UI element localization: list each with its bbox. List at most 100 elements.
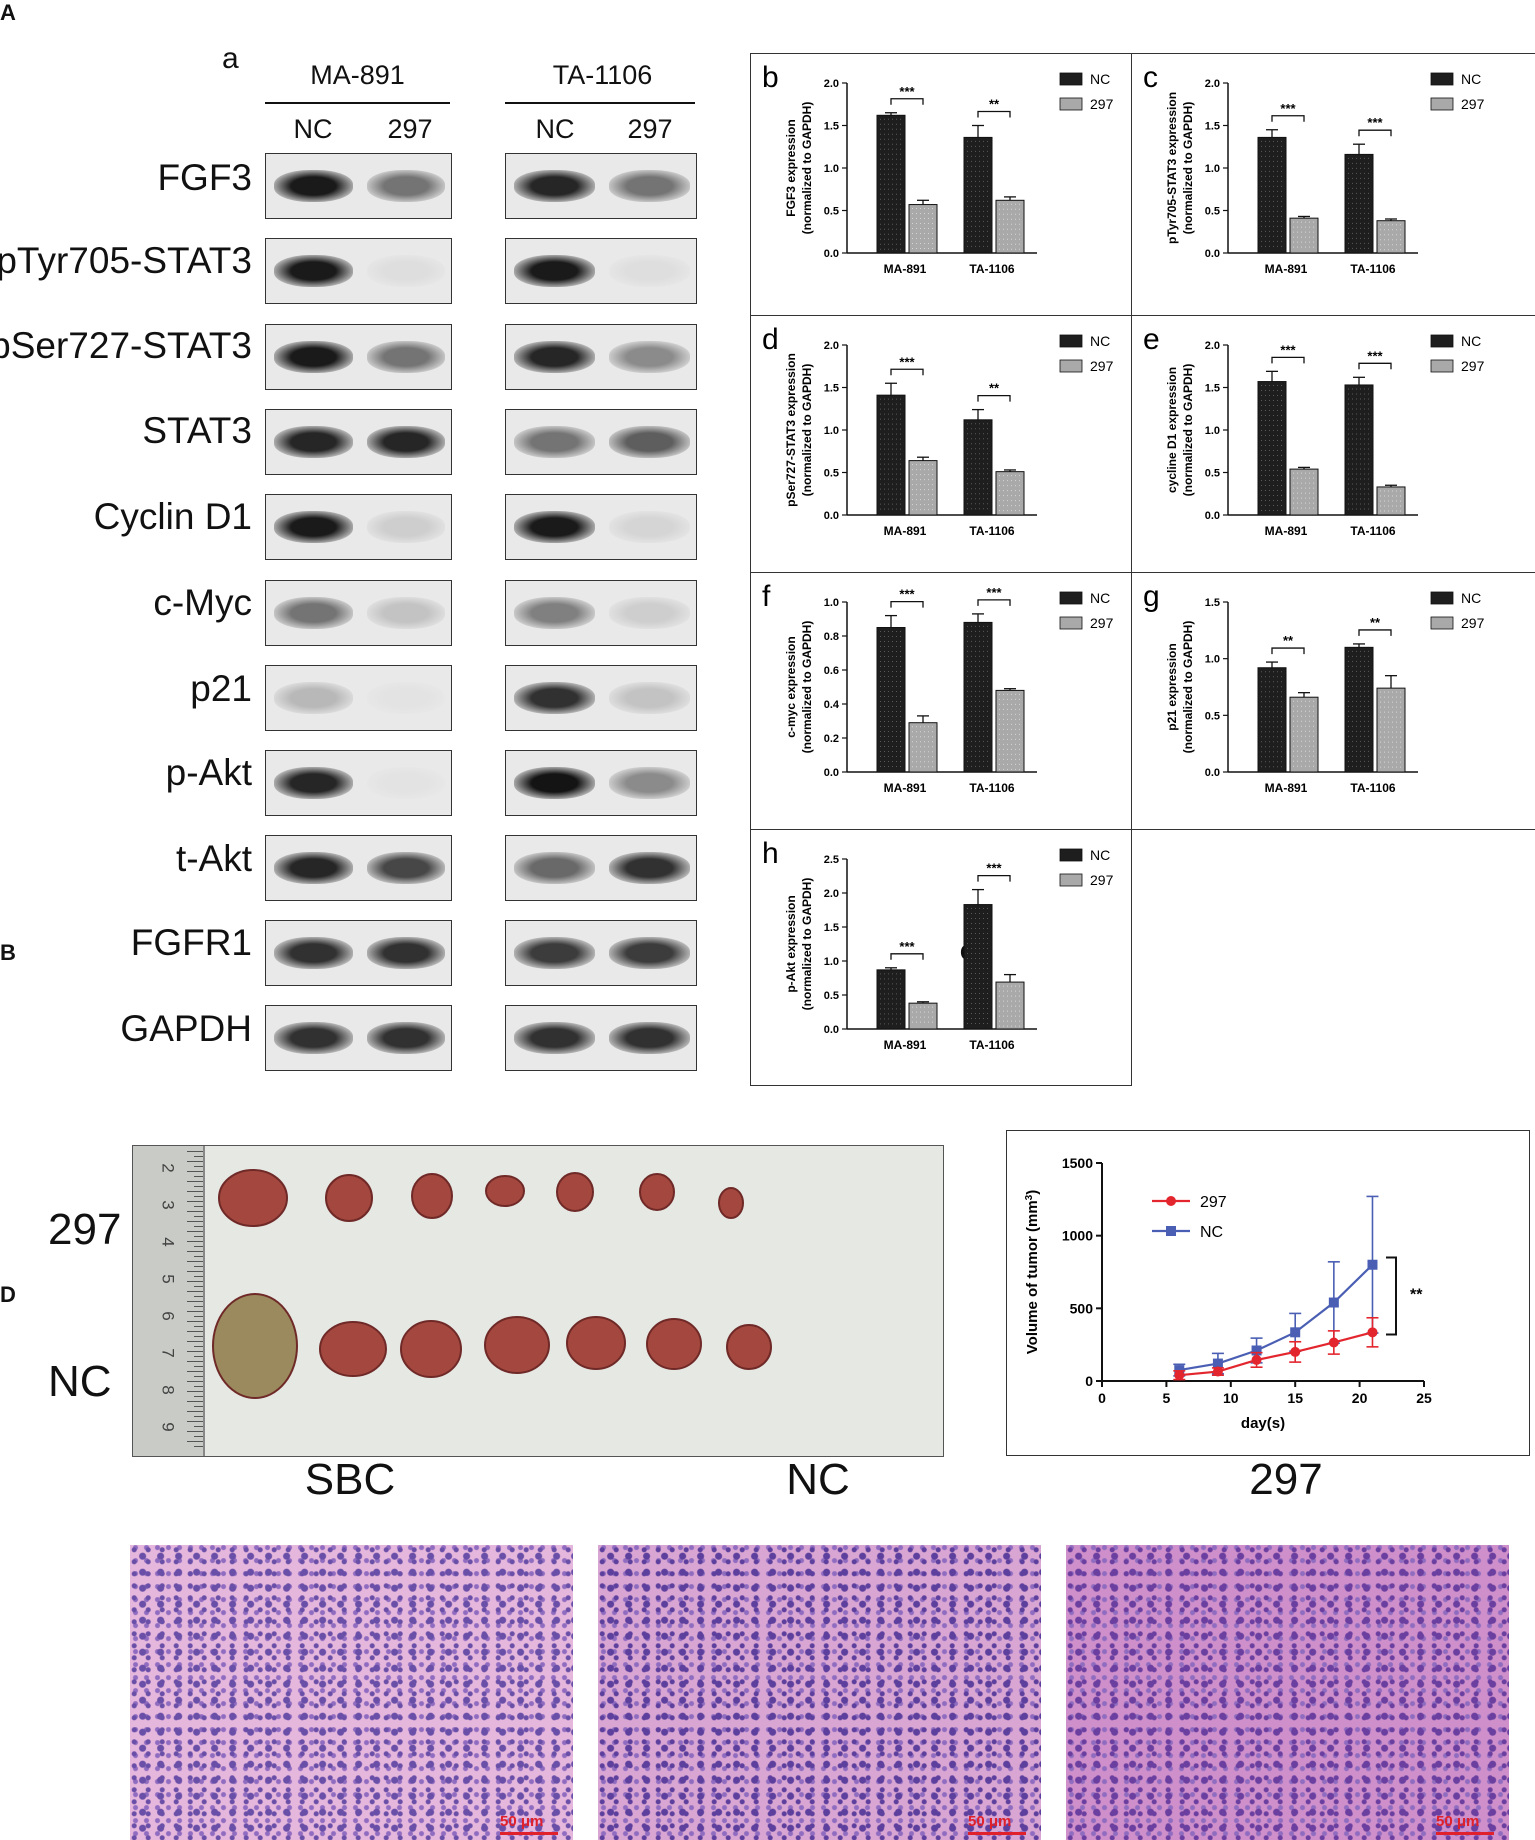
y-tick-label: 1500 xyxy=(1062,1155,1093,1171)
y-tick-label: 0.2 xyxy=(824,733,839,745)
ruler-tick xyxy=(194,1316,203,1317)
legend-label: NC xyxy=(1090,333,1110,349)
histology-image-297: 50 μm xyxy=(1066,1545,1509,1840)
y-axis-label: c-myc expression xyxy=(784,636,798,737)
ruler-tick xyxy=(187,1161,203,1162)
y-axis-label: FGF3 expression xyxy=(784,119,798,216)
tumor-nc xyxy=(212,1293,298,1399)
protein-band xyxy=(274,255,353,287)
bar-NC xyxy=(1257,136,1287,254)
blot-strip xyxy=(505,920,697,986)
protein-band xyxy=(609,1022,690,1054)
legend-label: NC xyxy=(1461,71,1481,87)
bar-NC xyxy=(963,621,993,773)
ruler-tick xyxy=(187,1251,203,1252)
legend-label: 297 xyxy=(1090,358,1114,374)
x-tick-label: 15 xyxy=(1287,1390,1303,1406)
protein-band xyxy=(366,1022,445,1054)
y-axis-label: pSer727-STAT3 expression xyxy=(784,353,798,507)
significance-label: *** xyxy=(899,587,915,602)
tumor-297 xyxy=(556,1172,594,1212)
lane-label: 297 xyxy=(387,114,433,144)
x-tick-label: 5 xyxy=(1163,1390,1171,1406)
legend-label: 297 xyxy=(1461,96,1485,112)
bar-297 xyxy=(995,199,1025,254)
ruler-tick xyxy=(187,1361,203,1362)
blot-strip xyxy=(505,580,697,646)
significance-label: *** xyxy=(986,861,1002,876)
significance-bracket xyxy=(1358,629,1392,636)
blot-strip xyxy=(505,1005,697,1071)
protein-band xyxy=(274,426,353,458)
data-point-297 xyxy=(1251,1354,1262,1365)
y-tick-label: 0.0 xyxy=(1205,248,1220,260)
ruler-tick xyxy=(194,1386,203,1387)
ruler-tick xyxy=(187,1191,203,1192)
significance-bracket xyxy=(977,394,1011,402)
tumor-nc xyxy=(726,1324,772,1370)
y-tick-label: 1.0 xyxy=(824,425,839,437)
ruler-tick xyxy=(194,1236,203,1237)
ruler-tick xyxy=(194,1346,203,1347)
data-point-nc xyxy=(1328,1297,1339,1308)
legend-label: NC xyxy=(1200,1224,1223,1241)
category-label: TA-1106 xyxy=(969,1038,1014,1052)
ruler-tick xyxy=(194,1406,203,1407)
legend-marker xyxy=(1166,1226,1176,1236)
bar-297 xyxy=(995,981,1025,1030)
protein-band xyxy=(514,682,595,714)
protein-band xyxy=(609,511,690,543)
protein-band xyxy=(609,426,690,458)
data-point-297 xyxy=(1290,1346,1301,1357)
ruler-tick xyxy=(194,1226,203,1227)
blot-strip xyxy=(265,1005,452,1071)
scale-bar: 50 μm xyxy=(1436,1813,1494,1835)
ruler-tick xyxy=(194,1256,203,1257)
significance-label: ** xyxy=(1283,633,1294,648)
y-tick-label: 0.0 xyxy=(824,1024,839,1036)
legend-label: 297 xyxy=(1090,872,1114,888)
blot-strip xyxy=(505,494,697,560)
y-tick-label: 1.5 xyxy=(1205,121,1220,133)
protein-label: FGF3 xyxy=(157,157,252,198)
y-tick-label: 1.0 xyxy=(824,956,839,968)
y-tick-label: 1.0 xyxy=(824,163,839,175)
protein-band xyxy=(366,170,445,202)
legend-swatch xyxy=(1059,97,1083,111)
legend-label: 297 xyxy=(1090,96,1114,112)
data-point-nc xyxy=(1367,1259,1378,1270)
sub-letter-a: a xyxy=(222,42,239,75)
y-tick-label: 0.0 xyxy=(824,510,839,522)
protein-band xyxy=(609,170,690,202)
protein-band xyxy=(274,341,353,373)
panel-letter-b: B xyxy=(0,940,16,965)
data-point-297 xyxy=(1212,1366,1223,1377)
tumor-297 xyxy=(485,1175,525,1207)
scale-bar: 50 μm xyxy=(968,1813,1026,1835)
category-label: MA-891 xyxy=(884,1038,927,1052)
data-point-297 xyxy=(1174,1370,1185,1381)
x-tick-label: 10 xyxy=(1223,1390,1239,1406)
protein-band xyxy=(609,767,690,799)
y-tick-label: 1000 xyxy=(1062,1228,1093,1244)
protein-band xyxy=(609,937,690,969)
x-axis-label: day(s) xyxy=(1241,1415,1285,1432)
ruler-tick xyxy=(187,1281,203,1282)
cell-line-ma891: MA-891 xyxy=(310,60,405,90)
protein-band xyxy=(514,426,595,458)
legend-swatch xyxy=(1430,72,1454,86)
blot-strip xyxy=(265,238,452,304)
ruler-tick xyxy=(194,1376,203,1377)
bar-chart-panels: b FGF3 expression (normalized to GAPDH) 0.0… xyxy=(750,53,1535,1086)
ruler-tick xyxy=(194,1326,203,1327)
significance-label: ** xyxy=(1370,615,1381,630)
significance-label: *** xyxy=(899,84,915,99)
ruler-tick xyxy=(194,1416,203,1417)
y-tick-label: 1.5 xyxy=(1205,597,1220,609)
blot-strip xyxy=(265,409,452,475)
y-tick-label: 1.5 xyxy=(824,383,839,395)
significance-label: *** xyxy=(1367,115,1383,130)
blot-strip xyxy=(265,750,452,816)
bar-NC xyxy=(1257,381,1287,516)
